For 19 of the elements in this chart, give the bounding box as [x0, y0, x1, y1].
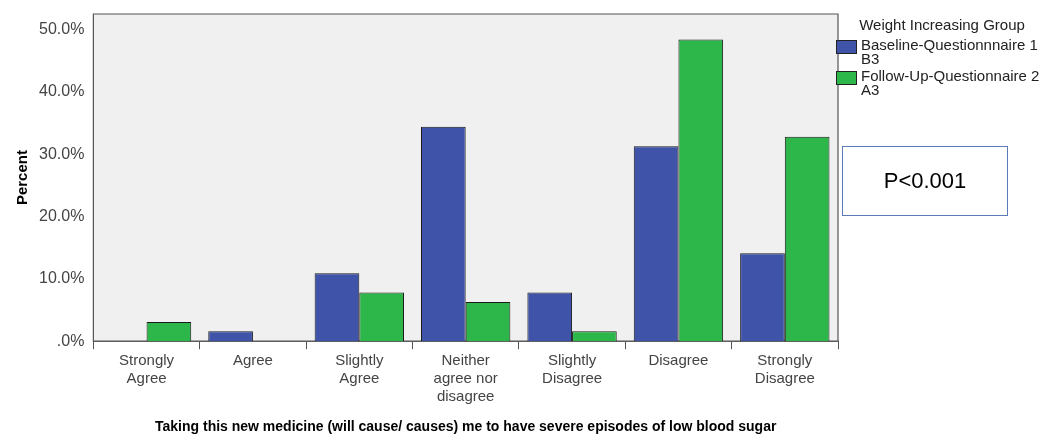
- y-tick-label: 20.0%: [38, 206, 85, 224]
- y-tick-label: 10.0%: [38, 269, 85, 287]
- x-tick-label: Strongly Disagree: [754, 351, 815, 387]
- legend-label: Baseline-Questionnnaire 1 B3: [861, 36, 1039, 67]
- y-tick-label: .0%: [56, 331, 85, 349]
- y-axis-title: Percent: [13, 150, 31, 206]
- x-axis-title: Taking this new medicine (will cause/ causes) me to have severe episodes of low blood sugar: [155, 418, 777, 435]
- x-tick-label: Strongly Agree: [119, 351, 175, 387]
- x-tick-label: Disagree: [648, 351, 709, 369]
- x-tick-label: Neither agree nor disagree: [433, 351, 498, 405]
- x-tick-label: Slightly Agree: [335, 351, 384, 387]
- legend-label: Follow-Up-Questionnaire 2 A3: [861, 67, 1041, 98]
- text: P<0.001: [842, 146, 1008, 216]
- y-tick-label: 30.0%: [38, 144, 85, 162]
- legend-title: Weight Increasing Group: [858, 16, 1026, 33]
- y-tick-label: 40.0%: [38, 82, 85, 100]
- x-tick-label: Agree: [232, 351, 273, 369]
- y-tick-label: 50.0%: [38, 19, 85, 37]
- x-tick-label: Slightly Disagree: [542, 351, 603, 387]
